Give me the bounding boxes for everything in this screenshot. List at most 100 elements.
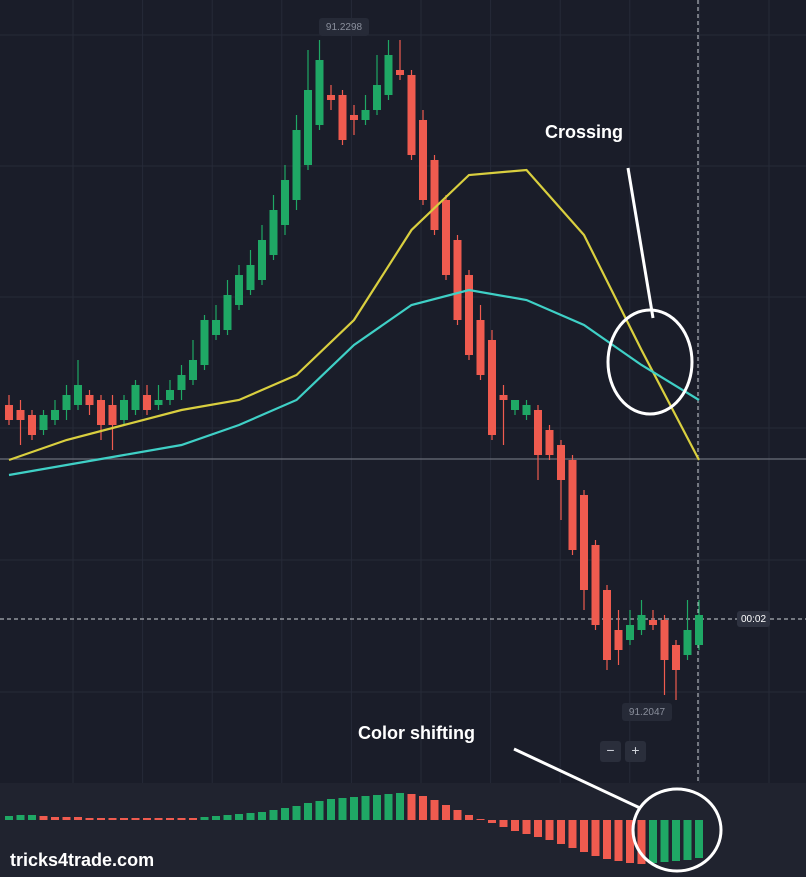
arrow bbox=[513, 747, 641, 810]
candle-body bbox=[5, 405, 13, 420]
histogram-bar bbox=[442, 805, 450, 820]
candle-body bbox=[591, 545, 600, 625]
histogram-bar bbox=[5, 816, 13, 820]
candle-body bbox=[292, 130, 301, 200]
histogram-bar bbox=[384, 794, 393, 820]
candle-body bbox=[476, 320, 485, 375]
annotation: Color shifting bbox=[358, 723, 475, 743]
candle-body bbox=[384, 55, 393, 95]
candle-body bbox=[557, 445, 565, 480]
candle-body bbox=[603, 590, 611, 660]
histogram-bar bbox=[97, 818, 105, 820]
candle-body bbox=[189, 360, 197, 380]
candle-body bbox=[637, 615, 646, 630]
histogram-bar bbox=[108, 818, 117, 820]
candle-body bbox=[695, 615, 703, 645]
histogram-bar bbox=[580, 820, 588, 852]
histogram-bar bbox=[246, 813, 255, 820]
candle-body bbox=[281, 180, 289, 225]
candle-body bbox=[660, 620, 669, 660]
histogram-bar bbox=[120, 818, 128, 820]
candle-body bbox=[453, 240, 462, 320]
candle-body bbox=[568, 460, 577, 550]
candle-body bbox=[499, 395, 508, 400]
histogram-bar bbox=[396, 793, 404, 820]
moving-average bbox=[8, 288, 700, 477]
histogram-bar bbox=[407, 794, 416, 820]
candle-body bbox=[62, 395, 71, 410]
candle-body bbox=[626, 625, 634, 640]
candle-body bbox=[672, 645, 680, 670]
histogram-bar bbox=[465, 815, 473, 820]
candle-body bbox=[51, 410, 59, 420]
zoom-in-button[interactable] bbox=[625, 741, 646, 762]
candle-body bbox=[39, 415, 48, 430]
histogram-bar bbox=[223, 815, 232, 820]
highlight-circle bbox=[631, 787, 723, 873]
zoom-out[interactable]: − bbox=[606, 742, 614, 758]
highlight-circle bbox=[606, 308, 694, 416]
candle-body bbox=[28, 415, 36, 435]
candle-body bbox=[246, 265, 255, 290]
histogram-bar bbox=[177, 818, 186, 820]
histogram-bar bbox=[212, 816, 220, 820]
histogram-bar bbox=[143, 818, 151, 820]
watermark: tricks4trade.com bbox=[10, 850, 154, 870]
candle-body bbox=[338, 95, 347, 140]
candle-body bbox=[430, 160, 439, 230]
candle-body bbox=[258, 240, 266, 280]
histogram-bar bbox=[453, 810, 462, 820]
candle-body bbox=[315, 60, 324, 125]
histogram-bar bbox=[350, 797, 358, 820]
histogram-bar bbox=[649, 820, 657, 863]
candle-body bbox=[16, 410, 25, 420]
histogram-bar bbox=[16, 815, 25, 820]
histogram-bar bbox=[361, 796, 370, 820]
candle-body bbox=[304, 90, 312, 165]
candle-body bbox=[488, 340, 496, 435]
candle-body bbox=[649, 620, 657, 625]
candle-body bbox=[74, 385, 82, 405]
arrow bbox=[626, 167, 655, 319]
histogram-bar bbox=[281, 808, 289, 820]
candle-body bbox=[361, 110, 370, 120]
histogram-bar bbox=[591, 820, 600, 856]
histogram-bar bbox=[568, 820, 577, 848]
plot bbox=[5, 40, 703, 864]
histogram-bar bbox=[603, 820, 611, 859]
candle-body bbox=[511, 400, 519, 410]
candle-body bbox=[143, 395, 151, 410]
candle-body bbox=[327, 95, 335, 100]
low-badge bbox=[622, 703, 672, 721]
histogram-bar bbox=[74, 817, 82, 820]
histogram-bar bbox=[522, 820, 531, 834]
histogram-bar bbox=[304, 803, 312, 820]
histogram-bar bbox=[200, 817, 209, 820]
candle-body bbox=[614, 630, 623, 650]
histogram-bar bbox=[430, 800, 439, 820]
zoom-out-button[interactable] bbox=[600, 741, 621, 762]
histogram-bar bbox=[258, 812, 266, 820]
annotation: Crossing bbox=[545, 122, 623, 142]
candle-body bbox=[154, 400, 163, 405]
histogram-bar bbox=[488, 820, 496, 823]
candle-body bbox=[200, 320, 209, 365]
candle-body bbox=[419, 120, 427, 200]
grid bbox=[0, 0, 806, 783]
candle-body bbox=[396, 70, 404, 75]
high-label: 91.2298 bbox=[326, 22, 363, 33]
histogram-bar bbox=[131, 818, 140, 820]
histogram-bar bbox=[499, 820, 508, 827]
candle-body bbox=[350, 115, 358, 120]
candle-body bbox=[407, 75, 416, 155]
histogram-bar bbox=[154, 818, 163, 820]
candle-body bbox=[522, 405, 531, 415]
histogram-bar bbox=[557, 820, 565, 844]
histogram-bar bbox=[695, 820, 703, 858]
candle-body bbox=[373, 85, 381, 110]
candle-body bbox=[580, 495, 588, 590]
candle-body bbox=[97, 400, 105, 425]
zoom-in[interactable]: + bbox=[631, 742, 639, 758]
